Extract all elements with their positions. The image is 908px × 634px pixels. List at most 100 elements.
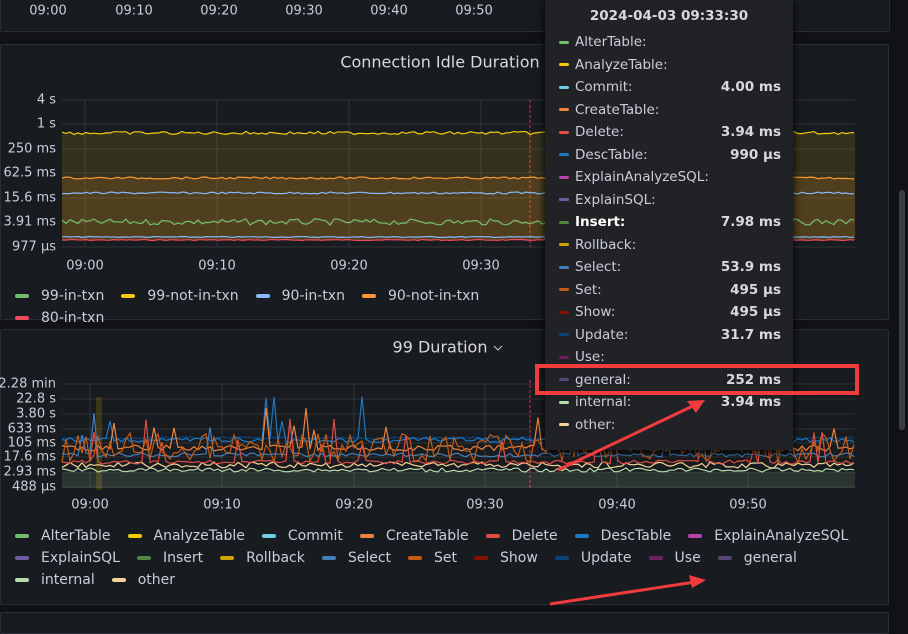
legend-swatch bbox=[361, 294, 376, 298]
tooltip-value: 31.7 ms bbox=[720, 326, 781, 343]
legend-item[interactable]: AnalyzeTable bbox=[127, 527, 245, 545]
legend-swatch bbox=[554, 556, 569, 560]
x-tick-label: 09:50 bbox=[455, 4, 492, 19]
y-tick-label: 105 ms bbox=[8, 436, 57, 451]
tooltip-row: CreateTable: bbox=[559, 100, 781, 120]
tooltip-row: Delete: 3.94 ms bbox=[559, 122, 781, 142]
tooltip-swatch bbox=[559, 423, 569, 426]
legend-label: Update bbox=[580, 550, 632, 566]
tooltip-row: Rollback: bbox=[559, 235, 781, 255]
dropdown-icon[interactable] bbox=[493, 345, 503, 351]
x-tick-label: 09:40 bbox=[598, 498, 635, 513]
legend-item[interactable]: Rollback bbox=[220, 549, 305, 567]
y-tick-label: 15.6 ms bbox=[3, 191, 56, 206]
scrollbar[interactable] bbox=[899, 190, 905, 430]
tooltip-row: Commit: 4.00 ms bbox=[559, 77, 781, 97]
legend-swatch bbox=[321, 556, 336, 560]
legend-swatch bbox=[15, 556, 29, 560]
tooltip-swatch bbox=[559, 108, 569, 111]
x-tick-label: 09:30 bbox=[285, 4, 322, 19]
tooltip-swatch bbox=[559, 310, 569, 314]
legend-swatch bbox=[220, 556, 235, 560]
legend-item[interactable]: ExplainSQL bbox=[15, 549, 120, 567]
legend-item[interactable]: ExplainAnalyzeSQL bbox=[688, 527, 848, 545]
legend-label: internal bbox=[41, 572, 95, 588]
tooltip-time: 2024-04-03 09:33:30 bbox=[589, 8, 749, 24]
y-tick-label: 250 ms bbox=[8, 142, 57, 157]
tooltip-value: 53.9 ms bbox=[720, 259, 781, 275]
x-tick-label: 09:30 bbox=[466, 498, 503, 513]
tooltip-name: AnalyzeTable: bbox=[575, 56, 668, 73]
legend-item[interactable]: Use bbox=[648, 549, 701, 567]
tooltip-value: 252 ms bbox=[726, 371, 781, 388]
tooltip-row: internal: 3.94 ms bbox=[559, 392, 781, 412]
legend-label: Delete bbox=[511, 528, 558, 544]
x-tick-label: 09:50 bbox=[729, 498, 766, 513]
tooltip-row: DescTable: 990 µs bbox=[559, 145, 781, 165]
tooltip-value: 990 µs bbox=[730, 146, 781, 163]
legend-swatch bbox=[688, 534, 703, 538]
tooltip-swatch bbox=[559, 63, 569, 66]
tooltip-swatch bbox=[559, 220, 569, 224]
legend-item[interactable]: Set bbox=[408, 549, 457, 567]
series-line bbox=[61, 467, 855, 473]
legend-label: Use bbox=[674, 550, 701, 566]
x-tick-label: 09:20 bbox=[335, 498, 372, 513]
legend-item[interactable]: internal bbox=[15, 571, 95, 589]
legend-swatch bbox=[648, 556, 663, 560]
tooltip-swatch bbox=[559, 130, 569, 134]
legend-label: 90-not-in-txn bbox=[387, 288, 480, 304]
tooltip-name: DescTable: bbox=[575, 146, 648, 163]
annotation-bar bbox=[96, 397, 102, 490]
legend-item[interactable]: Insert bbox=[136, 549, 203, 567]
y-tick-label: 2.93 ms bbox=[3, 465, 56, 480]
tooltip-row: ExplainAnalyzeSQL: bbox=[559, 167, 781, 187]
legend-item[interactable]: CreateTable bbox=[359, 527, 469, 545]
legend-label: Rollback bbox=[246, 550, 305, 566]
tooltip-name: CreateTable: bbox=[575, 101, 660, 118]
tooltip-name: Set: bbox=[575, 281, 602, 298]
legend-item[interactable]: Show bbox=[474, 549, 538, 567]
x-tick-label: 09:10 bbox=[203, 498, 240, 513]
legend-item[interactable]: 90-in-txn bbox=[255, 287, 345, 305]
tooltip-name: Rollback: bbox=[575, 236, 637, 253]
legend-label: 90-in-txn bbox=[281, 288, 345, 304]
legend-item[interactable]: AlterTable bbox=[15, 527, 111, 545]
legend-item[interactable]: 80-in-txn bbox=[15, 309, 104, 327]
legend-item[interactable]: 99-not-in-txn bbox=[121, 287, 239, 305]
legend-label: Select bbox=[347, 550, 392, 566]
tooltip-row: ExplainSQL: bbox=[559, 190, 781, 210]
legend: 99-in-txn 99-not-in-txn 90-in-txn 90-not-in… bbox=[15, 287, 575, 327]
legend-swatch bbox=[255, 294, 270, 298]
legend-label: other bbox=[137, 572, 176, 588]
y-tick-label: 4 s bbox=[37, 93, 56, 108]
y-tick-label: 62.5 ms bbox=[3, 166, 56, 181]
y-tick-label: 977 µs bbox=[12, 240, 56, 255]
legend-item[interactable]: Delete bbox=[485, 527, 558, 545]
legend-item[interactable]: 99-in-txn bbox=[15, 287, 104, 305]
legend-item[interactable]: Select bbox=[321, 549, 392, 567]
tooltip-value: 7.98 ms bbox=[720, 214, 781, 230]
legend-item[interactable]: 90-not-in-txn bbox=[361, 287, 480, 305]
legend-label: Commit bbox=[287, 528, 343, 544]
tooltip-name: Commit: bbox=[575, 79, 633, 95]
tooltip-swatch bbox=[559, 175, 569, 179]
tooltip-name: other: bbox=[575, 416, 616, 433]
legend-item[interactable]: Commit bbox=[261, 527, 343, 545]
legend-item[interactable]: Update bbox=[554, 549, 632, 567]
legend-label: AnalyzeTable bbox=[153, 528, 245, 544]
y-tick-label: 633 ms bbox=[8, 422, 57, 437]
panel-title: Connection Idle Duration bbox=[340, 53, 539, 72]
legend-item[interactable]: DescTable bbox=[574, 527, 671, 545]
tooltip-swatch bbox=[559, 333, 569, 336]
panel-title[interactable]: 99 Duration bbox=[393, 338, 488, 357]
legend-swatch bbox=[408, 556, 423, 560]
tooltip-name: Show: bbox=[575, 304, 616, 320]
area bbox=[62, 472, 855, 488]
legend-label: Show bbox=[500, 550, 538, 566]
legend-item[interactable]: general bbox=[717, 549, 797, 567]
legend-label: CreateTable bbox=[385, 528, 469, 544]
legend-swatch bbox=[136, 556, 151, 560]
tooltip-name: general: bbox=[575, 371, 631, 388]
legend-item[interactable]: other bbox=[111, 571, 176, 589]
